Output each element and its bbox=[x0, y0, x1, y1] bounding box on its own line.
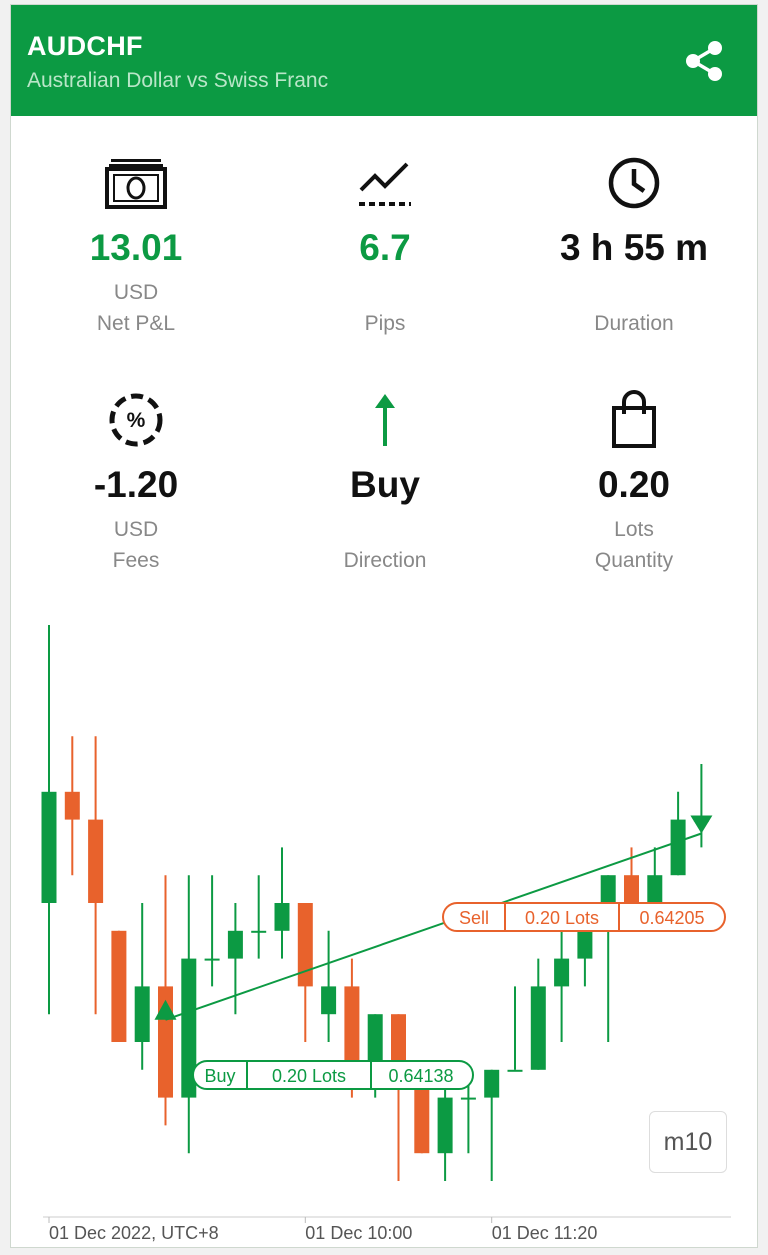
candle bbox=[484, 1069, 500, 1098]
candle bbox=[507, 1069, 523, 1072]
pips-label: Pips bbox=[364, 312, 406, 335]
trend-icon bbox=[260, 153, 510, 213]
candle bbox=[274, 903, 290, 931]
stat-quantity: 0.20 Lots Quantity bbox=[509, 390, 757, 576]
candle bbox=[204, 958, 220, 961]
candle bbox=[64, 791, 80, 820]
money-icon bbox=[11, 153, 261, 213]
quantity-unit: Lots bbox=[614, 518, 654, 541]
candle bbox=[344, 986, 360, 1070]
trade-line bbox=[165, 832, 702, 1021]
direction-label: Direction bbox=[343, 549, 427, 572]
symbol-title: AUDCHF bbox=[27, 31, 143, 61]
quantity-value: 0.20 bbox=[597, 464, 670, 505]
x-tick-label: 01 Dec 2022, UTC+8 bbox=[49, 1223, 219, 1243]
candle bbox=[530, 986, 546, 1070]
sell-price-text: 0.64205 bbox=[639, 908, 704, 928]
sell-lots-text: 0.20 Lots bbox=[525, 908, 599, 928]
stat-duration: 3 h 55 m Duration bbox=[509, 153, 757, 339]
direction-value: Buy bbox=[350, 464, 420, 505]
candle bbox=[111, 930, 127, 1042]
arrow-up-icon bbox=[260, 390, 510, 450]
candle bbox=[460, 1097, 476, 1100]
symbol-description: Australian Dollar vs Swiss Franc bbox=[27, 69, 329, 92]
candle bbox=[181, 958, 197, 1098]
net-pl-label: Net P&L bbox=[96, 312, 176, 335]
x-tick-label: 01 Dec 10:00 bbox=[305, 1223, 412, 1243]
stat-direction: Buy Direction bbox=[260, 390, 510, 576]
candle bbox=[554, 958, 570, 987]
sell-arrow-marker bbox=[690, 815, 713, 834]
net-pl-unit: USD bbox=[113, 281, 159, 304]
direction-unit bbox=[260, 514, 510, 546]
price-chart[interactable]: Sell 0.20 Lots 0.64205 Buy 0.20 Lots 0.6… bbox=[11, 611, 757, 1245]
clock-icon bbox=[509, 153, 757, 213]
candle bbox=[577, 930, 593, 959]
candle bbox=[88, 819, 104, 903]
header-bar: AUDCHF Australian Dollar vs Swiss Franc bbox=[11, 5, 757, 116]
share-icon[interactable] bbox=[679, 35, 731, 87]
candle bbox=[321, 986, 337, 1015]
buy-arrow-marker bbox=[154, 999, 177, 1020]
svg-text:%: % bbox=[127, 409, 146, 432]
candle bbox=[134, 986, 150, 1042]
candle bbox=[391, 1014, 406, 1070]
candle bbox=[647, 875, 663, 903]
net-pl-value: 13.01 bbox=[89, 227, 183, 268]
duration-label: Duration bbox=[594, 312, 674, 335]
x-tick-label: 01 Dec 11:20 bbox=[492, 1223, 598, 1243]
fees-value: -1.20 bbox=[93, 464, 179, 505]
sell-order-label: Sell 0.20 Lots 0.64205 bbox=[442, 902, 726, 932]
candle bbox=[227, 930, 243, 959]
timeframe-button[interactable]: m10 bbox=[649, 1111, 727, 1173]
stat-fees: % -1.20 USD Fees bbox=[11, 390, 261, 576]
candle bbox=[251, 930, 267, 933]
stat-net-pl: 13.01 USD Net P&L bbox=[11, 153, 261, 339]
buy-side-text: Buy bbox=[204, 1066, 235, 1086]
quantity-label: Quantity bbox=[594, 549, 674, 572]
percent-icon: % bbox=[11, 390, 261, 450]
sell-side-text: Sell bbox=[459, 908, 489, 928]
bag-icon bbox=[509, 390, 757, 450]
candle bbox=[367, 1014, 383, 1070]
fees-unit: USD bbox=[113, 518, 159, 541]
pips-value: 6.7 bbox=[359, 227, 411, 268]
duration-unit bbox=[509, 277, 757, 309]
candle bbox=[624, 875, 639, 903]
duration-value: 3 h 55 m bbox=[559, 227, 709, 268]
fees-label: Fees bbox=[112, 549, 160, 572]
candle bbox=[41, 791, 57, 903]
buy-price-text: 0.64138 bbox=[388, 1066, 453, 1086]
candle bbox=[670, 819, 686, 876]
candle bbox=[297, 903, 313, 987]
pips-unit bbox=[260, 277, 510, 309]
candle bbox=[437, 1097, 453, 1154]
buy-lots-text: 0.20 Lots bbox=[272, 1066, 346, 1086]
buy-order-label: Buy 0.20 Lots 0.64138 bbox=[192, 1060, 474, 1090]
trade-card: AUDCHF Australian Dollar vs Swiss Franc … bbox=[10, 4, 758, 1248]
stat-pips: 6.7 Pips bbox=[260, 153, 510, 339]
candle bbox=[414, 1069, 430, 1154]
